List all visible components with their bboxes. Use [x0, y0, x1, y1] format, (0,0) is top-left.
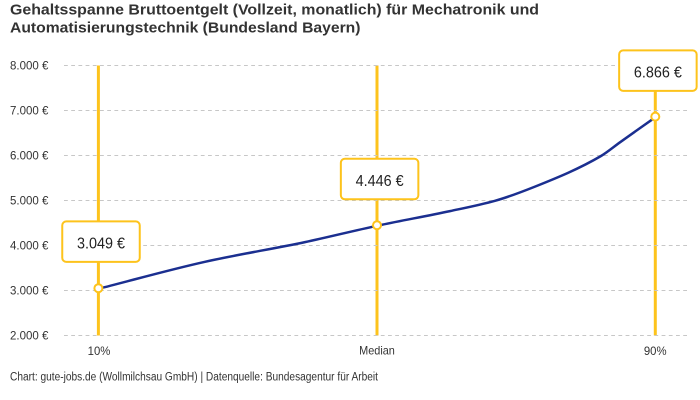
svg-text:2.000 €: 2.000 €	[10, 331, 49, 343]
svg-text:Gehaltsspanne Bruttoentgelt (V: Gehaltsspanne Bruttoentgelt (Vollzeit, m…	[10, 2, 539, 19]
svg-text:6.866 €: 6.866 €	[634, 64, 682, 81]
svg-text:7.000 €: 7.000 €	[10, 106, 49, 118]
svg-text:Automatisierungstechnik (Bunde: Automatisierungstechnik (Bundesland Baye…	[10, 20, 360, 37]
svg-text:8.000 €: 8.000 €	[10, 61, 49, 73]
svg-text:10%: 10%	[88, 344, 111, 358]
svg-text:5.000 €: 5.000 €	[10, 196, 49, 208]
svg-text:90%: 90%	[644, 344, 667, 358]
svg-text:6.000 €: 6.000 €	[10, 151, 49, 163]
svg-text:4.446 €: 4.446 €	[356, 173, 404, 190]
svg-text:Chart: gute-jobs.de (Wollmilch: Chart: gute-jobs.de (Wollmilchsau GmbH) …	[10, 372, 379, 384]
svg-text:3.000 €: 3.000 €	[10, 286, 49, 298]
svg-text:4.000 €: 4.000 €	[10, 241, 49, 253]
svg-text:Median: Median	[359, 344, 395, 358]
svg-text:3.049 €: 3.049 €	[77, 236, 125, 253]
